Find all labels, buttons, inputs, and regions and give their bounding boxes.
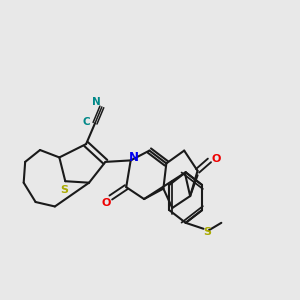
Text: C: C: [83, 117, 91, 127]
Text: N: N: [129, 151, 139, 164]
Text: S: S: [203, 227, 211, 237]
Text: S: S: [60, 184, 68, 194]
Text: O: O: [211, 154, 221, 164]
Text: N: N: [92, 97, 100, 106]
Text: O: O: [102, 199, 111, 208]
